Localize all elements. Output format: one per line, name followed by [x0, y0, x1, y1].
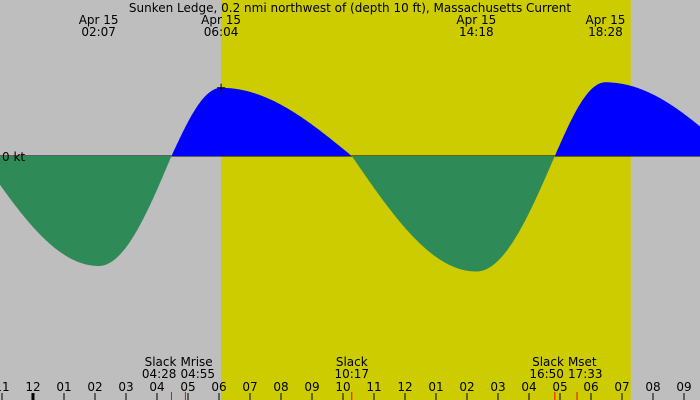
event-label: Mrise	[180, 355, 212, 369]
ebb-area	[0, 156, 172, 266]
x-tick-label: 06	[211, 380, 226, 394]
x-tick-label: 04	[149, 380, 164, 394]
extremum-time: 06:04	[204, 25, 239, 39]
x-tick-label: 11	[366, 380, 381, 394]
extremum-time: 02:07	[81, 25, 116, 39]
x-tick-label: 09	[676, 380, 691, 394]
x-tick-label: 08	[273, 380, 288, 394]
x-tick-label: 02	[459, 380, 474, 394]
event-time: 16:50	[529, 367, 564, 381]
x-tick-label: 09	[304, 380, 319, 394]
event-time: 17:33	[568, 367, 603, 381]
x-tick-label: 02	[87, 380, 102, 394]
event-time: 04:28	[142, 367, 177, 381]
extremum-time: 18:28	[588, 25, 623, 39]
x-tick-label: 03	[118, 380, 133, 394]
ebb-area	[351, 156, 555, 272]
x-tick-label: 06	[583, 380, 598, 394]
x-tick-label: 04	[521, 380, 536, 394]
x-tick-label: 10	[335, 380, 350, 394]
x-tick-label: 12	[397, 380, 412, 394]
extremum-date: Apr 15	[201, 13, 241, 27]
event-time: 10:17	[334, 367, 369, 381]
event-label: Mset	[568, 355, 597, 369]
event-label: Slack	[336, 355, 368, 369]
x-tick-label: 08	[645, 380, 660, 394]
x-tick-label: 05	[552, 380, 567, 394]
event-label: Slack	[145, 355, 177, 369]
x-tick-label: 07	[614, 380, 629, 394]
extremum-time: 14:18	[459, 25, 494, 39]
zero-kt-label: 0 kt	[2, 150, 25, 164]
extremum-date: Apr 15	[456, 13, 496, 27]
event-time: 04:55	[180, 367, 215, 381]
x-tick-label: 01	[428, 380, 443, 394]
x-tick-label: 01	[56, 380, 71, 394]
flood-area	[171, 87, 352, 156]
event-label: Slack	[532, 355, 564, 369]
x-tick-label: 05	[180, 380, 195, 394]
max-marker	[217, 83, 226, 92]
flood-area	[554, 82, 700, 156]
x-tick-label: 11	[0, 380, 10, 394]
chart-title: Sunken Ledge, 0.2 nmi northwest of (dept…	[129, 1, 572, 15]
x-tick-label: 07	[242, 380, 257, 394]
x-tick-label: 12	[25, 380, 40, 394]
extremum-date: Apr 15	[79, 13, 119, 27]
extremum-date: Apr 15	[586, 13, 626, 27]
x-tick-label: 03	[490, 380, 505, 394]
